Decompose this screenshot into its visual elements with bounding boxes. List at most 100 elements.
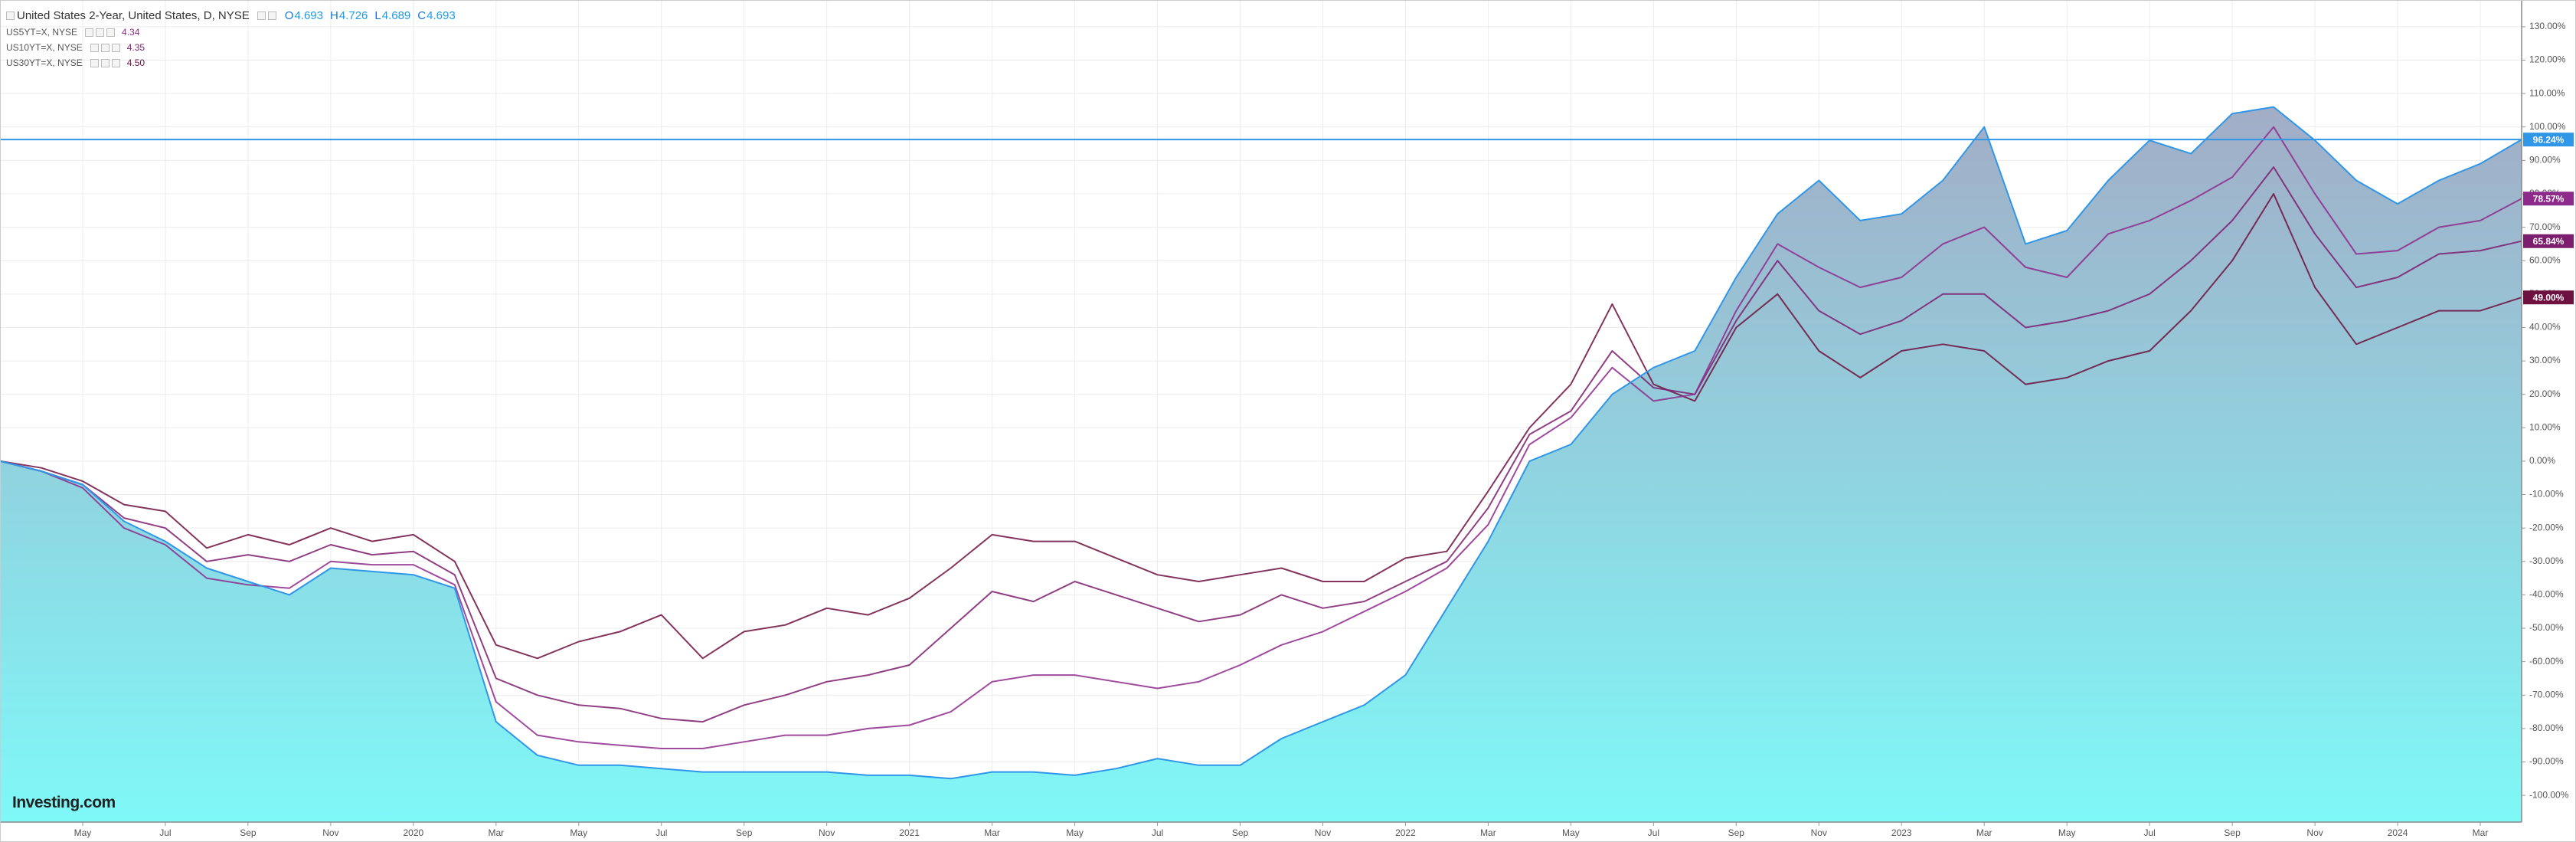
y-tick-label: 70.00%	[2529, 221, 2561, 232]
y-tick-label: -10.00%	[2529, 489, 2564, 500]
x-tick-label: Sep	[1728, 827, 1745, 838]
y-tick-label: 30.00%	[2529, 355, 2561, 365]
y-tick-label: 100.00%	[2529, 121, 2566, 132]
x-tick-label: Nov	[1811, 827, 1827, 838]
y-tick-label: -40.00%	[2529, 589, 2564, 600]
x-tick-label: 2023	[1891, 827, 1912, 838]
x-tick-label: Mar	[984, 827, 1000, 838]
x-tick-label: May	[1562, 827, 1580, 838]
end-label: 96.24%	[2533, 134, 2565, 145]
x-tick-label: Nov	[1315, 827, 1331, 838]
ohlc-value: 4.689	[381, 8, 411, 22]
legend-icon[interactable]	[100, 43, 110, 52]
legend-icon[interactable]	[106, 28, 116, 37]
ohlc-value: 4.726	[338, 8, 368, 22]
area	[0, 106, 2522, 823]
legend-item: US10YT=X, NYSE 4.35	[6, 40, 456, 55]
legend-icon[interactable]	[85, 28, 94, 37]
legend-name: US5YT=X, NYSE	[6, 27, 78, 38]
line	[0, 193, 2522, 660]
end-label-box	[2523, 133, 2574, 147]
y-tick-label: 20.00%	[2529, 388, 2561, 399]
line	[0, 106, 2522, 780]
ohlc-label: L	[374, 8, 381, 22]
y-tick-label: -70.00%	[2529, 689, 2564, 699]
y-tick-label: -90.00%	[2529, 756, 2564, 767]
legend-price: 4.34	[122, 27, 140, 38]
x-tick-label: Sep	[2224, 827, 2241, 838]
x-tick-label: Mar	[1480, 827, 1496, 838]
ohlc-label: H	[330, 8, 338, 22]
legend-name: US30YT=X, NYSE	[6, 57, 83, 68]
x-tick-label: Nov	[819, 827, 835, 838]
line	[0, 126, 2522, 749]
end-label: 49.00%	[2533, 292, 2565, 303]
x-tick-label: Jul	[655, 827, 667, 838]
y-tick-label: -30.00%	[2529, 555, 2564, 566]
ohlc: O4.693 H4.726 L4.689 C4.693	[279, 9, 456, 22]
header-row: United States 2-Year, United States, D, …	[6, 6, 456, 25]
x-tick-label: Sep	[736, 827, 753, 838]
legend-icon[interactable]	[96, 28, 105, 37]
y-tick-label: -80.00%	[2529, 722, 2564, 733]
y-tick-label: 0.00%	[2529, 455, 2555, 466]
x-tick-label: Mar	[2473, 827, 2489, 838]
legend-rows: US5YT=X, NYSE 4.34 US10YT=X, NYSE 4.35 US30Y…	[6, 25, 456, 70]
end-label: 65.84%	[2533, 236, 2565, 247]
legend-icon[interactable]	[90, 58, 99, 67]
ohlc-label: C	[417, 8, 427, 22]
y-tick-label: 90.00%	[2529, 155, 2561, 165]
y-tick-label: 60.00%	[2529, 254, 2561, 265]
legend-icon[interactable]	[100, 58, 110, 67]
x-tick-label: 2020	[403, 827, 423, 838]
x-tick-label: May	[74, 827, 92, 838]
legend-name: US10YT=X, NYSE	[6, 42, 83, 53]
legend-price: 4.35	[126, 42, 145, 53]
y-tick-label: 120.00%	[2529, 54, 2566, 65]
y-tick-label: 110.00%	[2529, 87, 2565, 98]
x-tick-label: 2022	[1395, 827, 1416, 838]
x-tick-label: Nov	[322, 827, 338, 838]
ohlc-value: 4.693	[294, 8, 323, 22]
x-tick-label: May	[570, 827, 587, 838]
y-tick-label: -20.00%	[2529, 522, 2564, 532]
x-tick-label: Mar	[488, 827, 504, 838]
end-label: 78.57%	[2533, 193, 2565, 204]
ohlc-value: 4.693	[427, 8, 456, 22]
legend-item: US30YT=X, NYSE 4.50	[6, 55, 456, 70]
y-tick-label: -100.00%	[2529, 789, 2569, 800]
x-tick-label: May	[2058, 827, 2076, 838]
line	[0, 166, 2522, 723]
x-tick-label: 2024	[2388, 827, 2408, 838]
x-tick-label: Jul	[159, 827, 171, 838]
y-tick-label: 10.00%	[2529, 421, 2561, 432]
x-tick-label: Jul	[2143, 827, 2155, 838]
ohlc-label: O	[284, 8, 294, 22]
x-tick-label: Nov	[2306, 827, 2323, 838]
x-tick-label: 2021	[899, 827, 920, 838]
y-tick-label: 130.00%	[2529, 21, 2566, 31]
x-tick-label: Mar	[1976, 827, 1992, 838]
legend-icon[interactable]	[111, 58, 120, 67]
x-tick-label: Jul	[1152, 827, 1163, 838]
end-label-box	[2523, 290, 2574, 305]
legend-icon[interactable]	[90, 43, 99, 52]
legend-icon[interactable]	[111, 43, 120, 52]
legend-price: 4.50	[126, 57, 145, 68]
y-tick-label: -50.00%	[2529, 622, 2564, 633]
x-tick-label: Sep	[1232, 827, 1249, 838]
collapse-icon[interactable]	[6, 11, 15, 20]
x-tick-label: Sep	[240, 827, 257, 838]
close-icon[interactable]	[267, 11, 276, 20]
x-tick-label: Jul	[1648, 827, 1659, 838]
y-tick-label: 40.00%	[2529, 322, 2561, 333]
chart-title: United States 2-Year, United States, D, …	[17, 8, 250, 22]
end-label-box	[2523, 234, 2574, 248]
x-tick-label: May	[1066, 827, 1084, 838]
y-tick-label: -60.00%	[2529, 656, 2564, 667]
legend: United States 2-Year, United States, D, …	[6, 6, 456, 70]
legend-item: US5YT=X, NYSE 4.34	[6, 25, 456, 40]
settings-icon[interactable]	[257, 11, 266, 20]
